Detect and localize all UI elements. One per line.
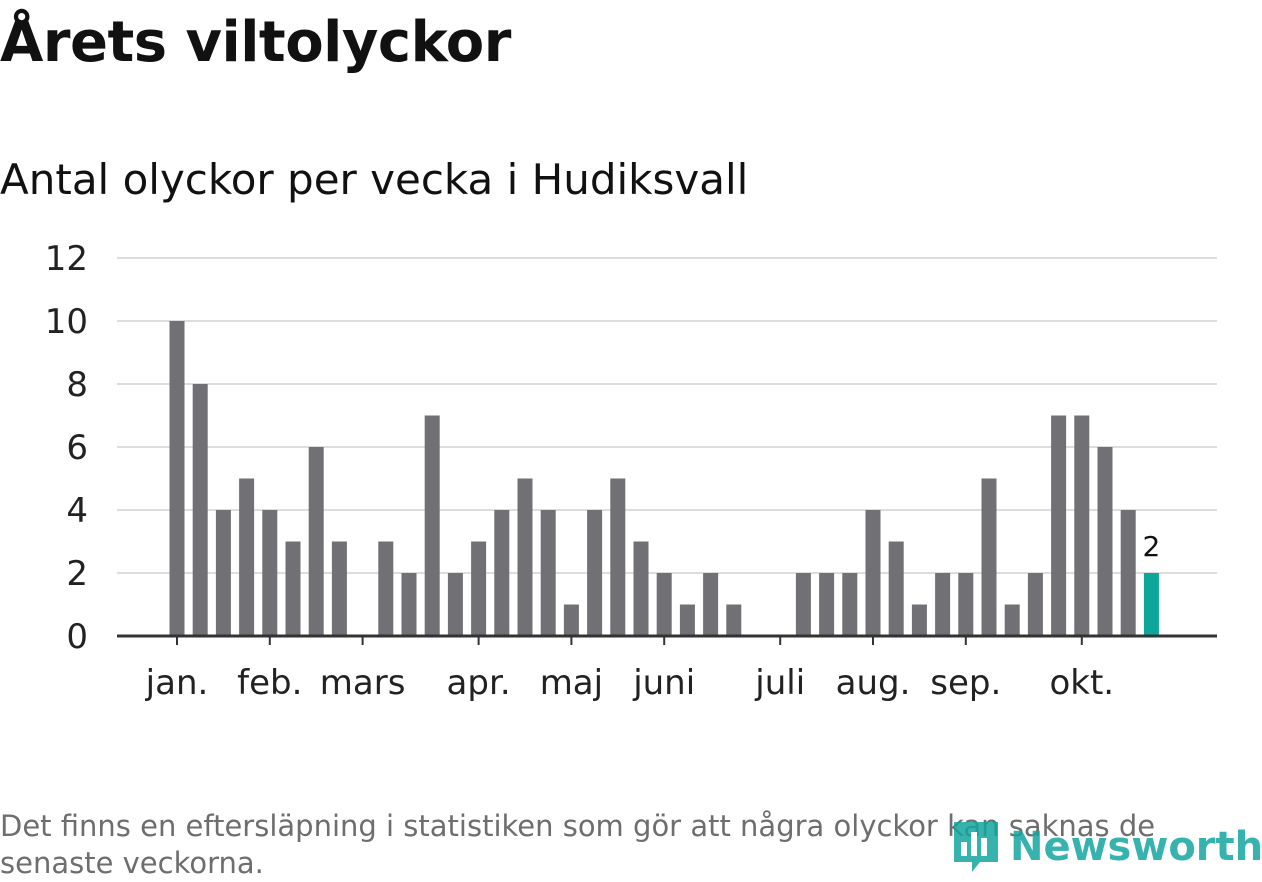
bars <box>169 321 1159 636</box>
bar-chart-logo-icon <box>954 822 998 872</box>
bar-week-2 <box>192 384 208 636</box>
bar-week-40 <box>1074 415 1090 636</box>
x-tick-label-apr.: apr. <box>447 663 511 703</box>
x-axis-ticks: jan. feb. mars apr. maj juni juli aug. sep. okt. <box>145 636 1114 703</box>
bar-week-29 <box>819 573 835 636</box>
bar-week-5 <box>262 510 278 636</box>
bar-week-32 <box>888 541 904 636</box>
x-tick-label-feb.: feb. <box>237 663 302 703</box>
bar-week-20 <box>610 478 626 636</box>
y-tick-label-4: 4 <box>66 491 88 531</box>
bar-week-12 <box>424 415 440 636</box>
x-tick-label-okt.: okt. <box>1049 663 1114 703</box>
bar-week-14 <box>471 541 487 636</box>
y-tick-label-2: 2 <box>66 554 88 594</box>
y-tick-label-10: 10 <box>45 302 88 342</box>
x-tick-label-aug.: aug. <box>836 663 911 703</box>
bar-week-19 <box>587 510 603 636</box>
brand-name: Newsworthy <box>1010 824 1262 870</box>
bar-week-43 <box>1143 573 1159 636</box>
bar-week-25 <box>726 604 742 636</box>
bar-week-36 <box>981 478 997 636</box>
x-tick-label-juni: juni <box>632 663 695 703</box>
bar-week-17 <box>540 510 556 636</box>
y-tick-label-0: 0 <box>66 617 88 657</box>
bar-week-38 <box>1027 573 1043 636</box>
data-label-week-43: 2 <box>1142 530 1160 563</box>
bar-week-35 <box>958 573 974 636</box>
bar-week-24 <box>703 573 719 636</box>
bar-week-1 <box>169 321 185 636</box>
bar-week-16 <box>517 478 533 636</box>
bar-week-7 <box>308 447 324 636</box>
bar-week-33 <box>911 604 927 636</box>
bar-week-37 <box>1004 604 1020 636</box>
bar-chart: 0 2 4 6 8 10 12 2 jan. feb. mars apr. maj juni juli a… <box>45 239 1217 703</box>
y-tick-label-12: 12 <box>45 239 88 279</box>
bar-week-21 <box>633 541 649 636</box>
bar-week-39 <box>1051 415 1067 636</box>
bar-week-8 <box>331 541 347 636</box>
x-tick-label-juli: juli <box>754 663 805 703</box>
x-tick-label-jan.: jan. <box>145 663 209 703</box>
y-tick-label-8: 8 <box>66 365 88 405</box>
bar-week-23 <box>679 604 695 636</box>
x-tick-label-maj: maj <box>540 663 603 703</box>
bar-week-42 <box>1120 510 1136 636</box>
chart-title: Årets viltolyckor <box>0 10 511 75</box>
bar-week-3 <box>215 510 231 636</box>
bar-week-30 <box>842 573 858 636</box>
newsworthy-logo: Newsworthy <box>950 818 1262 876</box>
bar-week-4 <box>239 478 255 636</box>
chart-subtitle: Antal olyckor per vecka i Hudiksvall <box>0 155 749 204</box>
bar-week-28 <box>795 573 811 636</box>
bar-week-13 <box>447 573 463 636</box>
bar-week-22 <box>656 573 672 636</box>
data-labels: 2 <box>1142 530 1160 563</box>
bar-week-10 <box>378 541 394 636</box>
x-tick-label-mars: mars <box>320 663 406 703</box>
bar-week-6 <box>285 541 301 636</box>
bar-week-18 <box>563 604 579 636</box>
bar-week-31 <box>865 510 881 636</box>
x-tick-label-sep.: sep. <box>930 663 1001 703</box>
y-tick-label-6: 6 <box>66 428 88 468</box>
bar-week-11 <box>401 573 417 636</box>
bar-week-41 <box>1097 447 1113 636</box>
bar-week-34 <box>935 573 951 636</box>
bar-week-15 <box>494 510 510 636</box>
y-axis-labels: 0 2 4 6 8 10 12 <box>45 239 88 657</box>
